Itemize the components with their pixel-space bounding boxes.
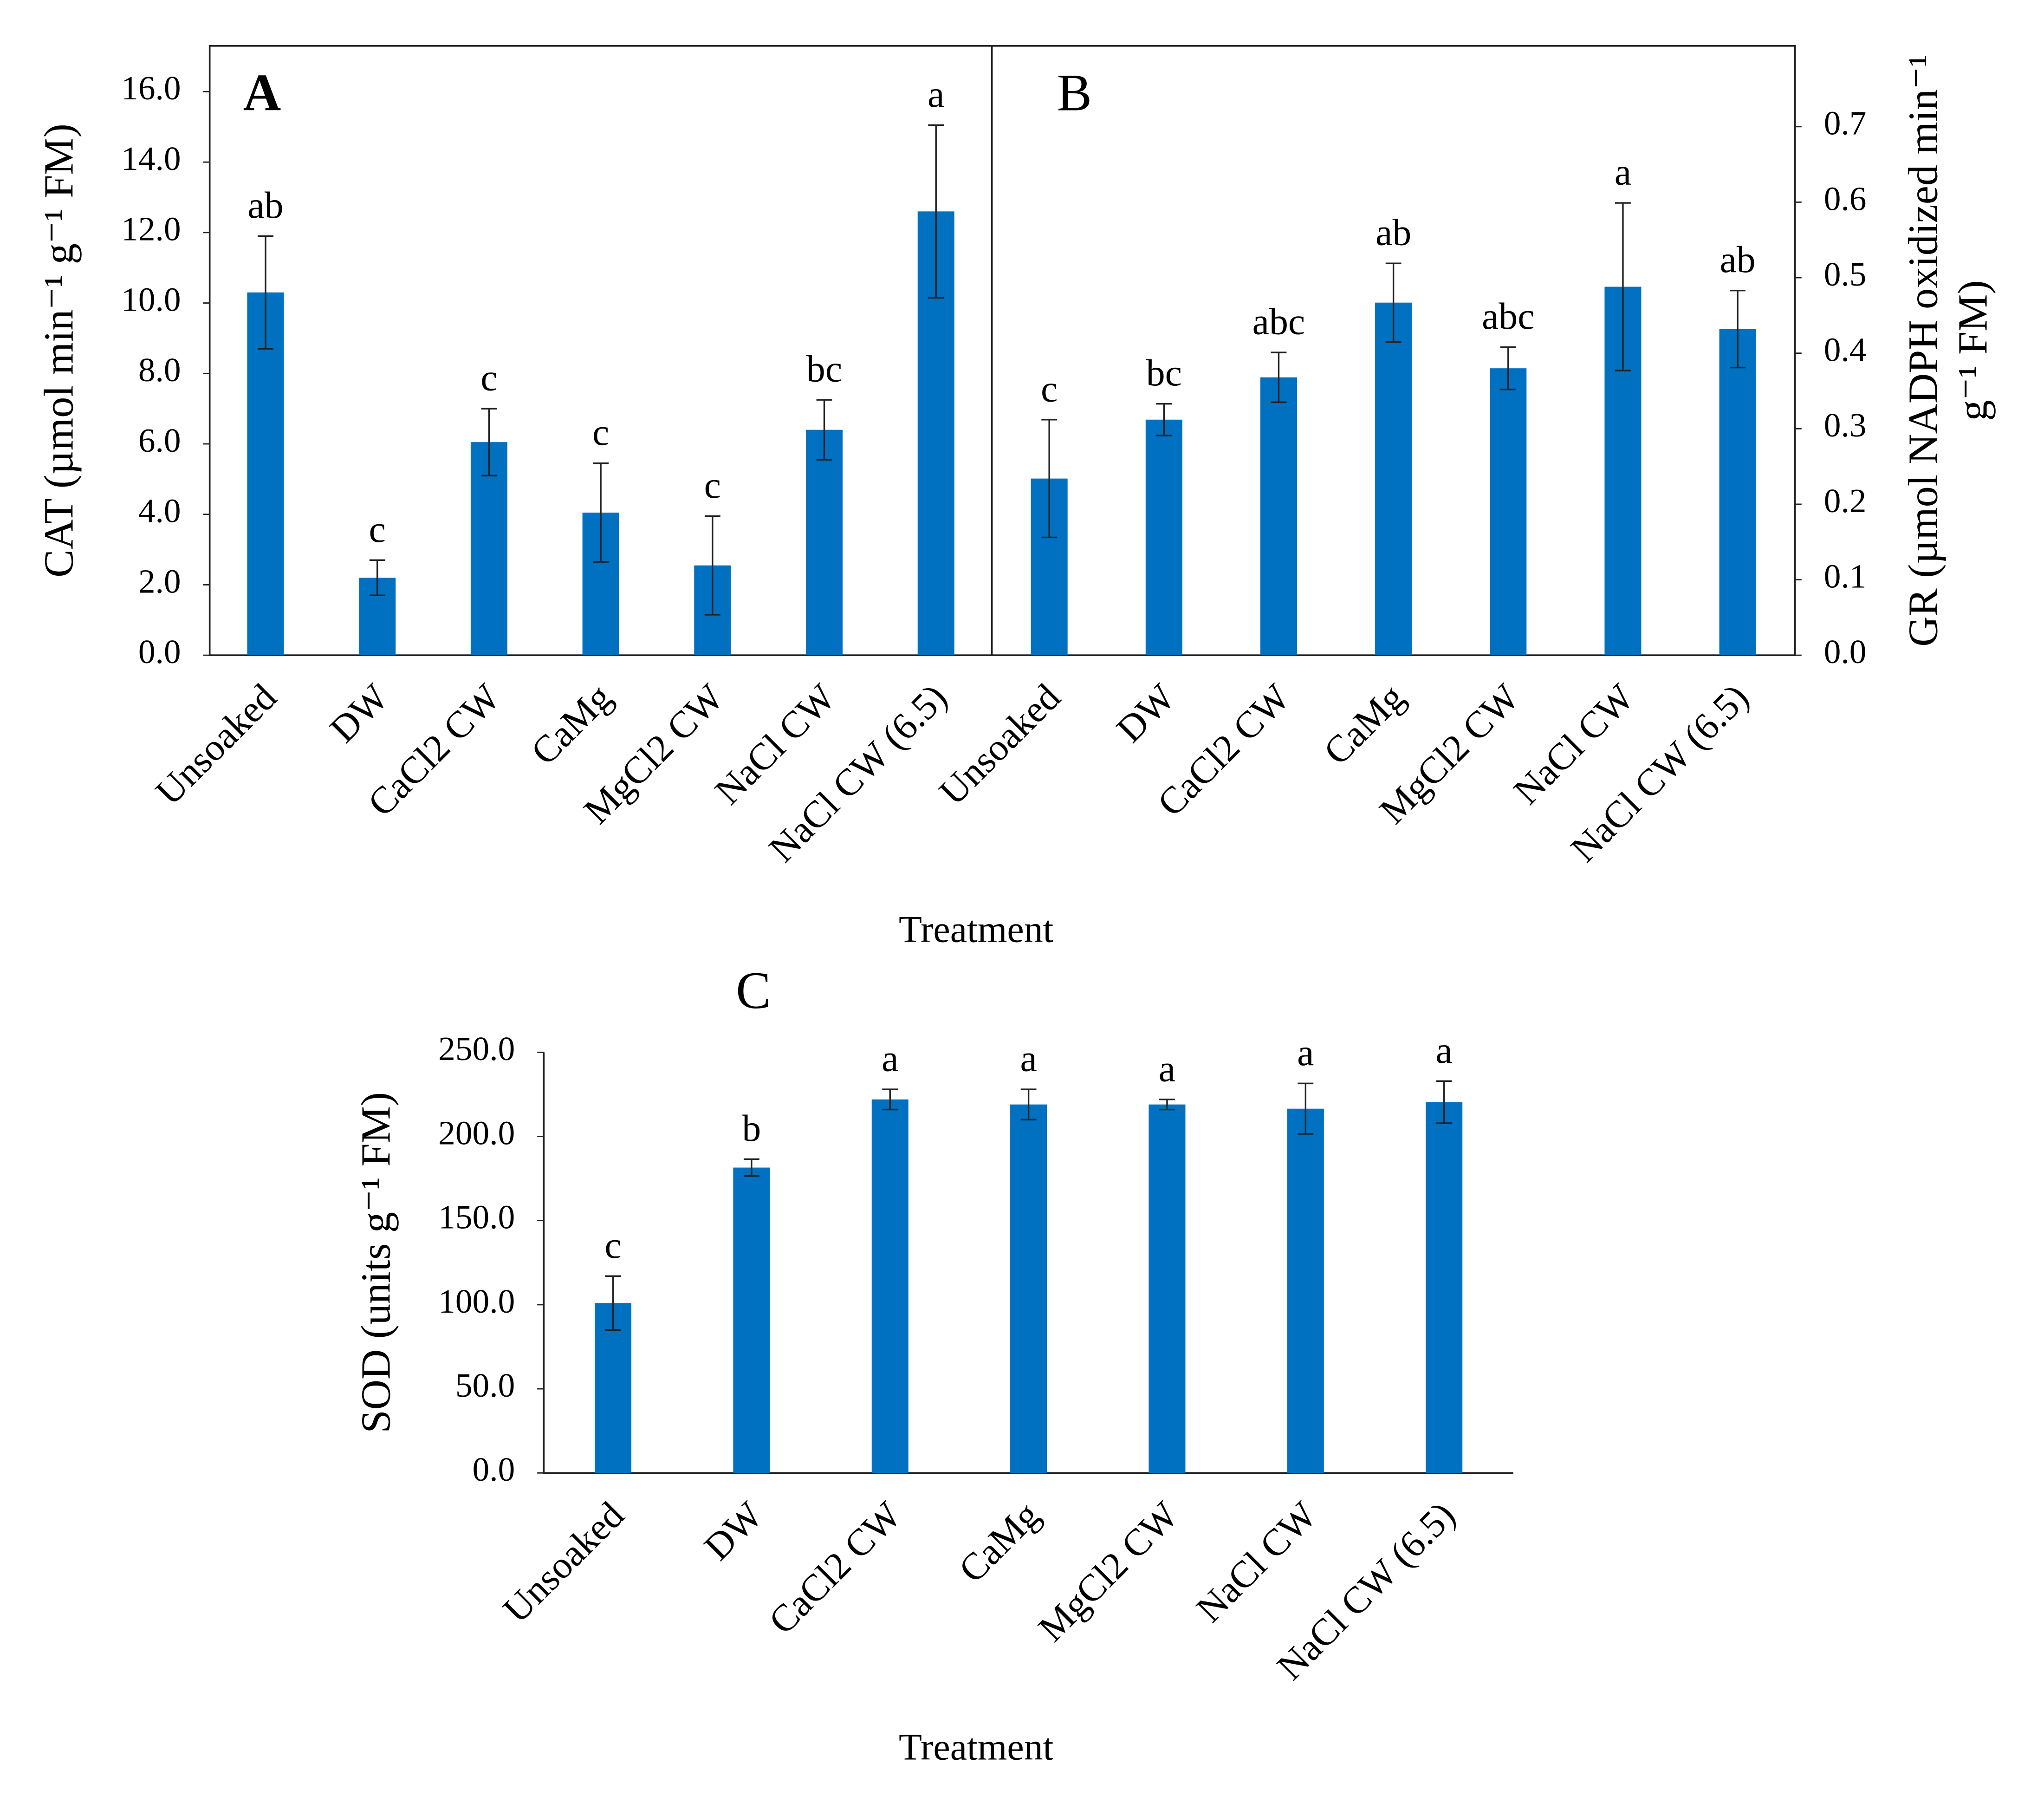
x-tick-label: MgCl2 CW: [1030, 1493, 1187, 1650]
panel-title: C: [736, 962, 771, 1020]
bar: [1426, 1102, 1463, 1473]
significance-label: bc: [806, 348, 842, 390]
panel-title: B: [1057, 64, 1092, 122]
significance-label: c: [1041, 367, 1058, 410]
y-tick-label: 14.0: [121, 140, 181, 177]
significance-label: c: [369, 508, 386, 550]
significance-label: c: [704, 464, 721, 506]
y-tick-label: 100.0: [438, 1282, 515, 1320]
axes-frame: [543, 1052, 1513, 1474]
bar: [595, 1303, 632, 1473]
panel-title: A: [243, 64, 281, 122]
y-tick-label: 150.0: [438, 1198, 515, 1236]
y-tick-label: 250.0: [438, 1030, 515, 1067]
bar: [871, 1099, 908, 1473]
significance-label: ab: [1720, 238, 1755, 280]
y-tick-label: 12.0: [121, 210, 181, 248]
x-axis-label: Treatment: [899, 1725, 1054, 1768]
significance-label: a: [1615, 151, 1631, 193]
x-tick-label: DW: [322, 676, 396, 750]
y-tick-label: 0.0: [138, 633, 181, 670]
bar: [1260, 377, 1297, 656]
x-tick-label: DW: [696, 1493, 771, 1568]
x-tick-label: DW: [1109, 676, 1183, 750]
bar: [1287, 1108, 1324, 1473]
y-tick-label: 8.0: [138, 351, 181, 389]
significance-label: ab: [247, 184, 283, 226]
y-axis-label: g⁻¹ FM): [1950, 280, 1996, 421]
y-tick-label: 200.0: [438, 1114, 515, 1152]
y-tick-label: 4.0: [138, 492, 181, 530]
y-tick-label: 16.0: [121, 69, 181, 107]
bar: [470, 442, 507, 656]
y-tick-label: 0.5: [1824, 255, 1867, 293]
x-tick-label: Unsoaked: [931, 676, 1068, 813]
y-tick-label: 0.1: [1824, 557, 1867, 595]
x-tick-label: NaCl CW: [1188, 1493, 1325, 1630]
x-tick-label: CaMg: [951, 1494, 1048, 1591]
bar: [806, 429, 843, 656]
significance-label: a: [928, 73, 944, 115]
y-tick-label: 0.2: [1824, 482, 1867, 520]
y-tick-label: 0.7: [1824, 104, 1867, 142]
x-tick-label: CaCl2 CW: [760, 1493, 909, 1642]
bar: [1149, 1104, 1186, 1473]
y-tick-label: 50.0: [455, 1367, 515, 1404]
bar: [1490, 368, 1527, 656]
y-tick-label: 0.6: [1824, 180, 1867, 217]
significance-label: c: [592, 411, 609, 453]
y-axis-label: SOD (units g⁻¹ FM): [352, 1092, 399, 1433]
panel-frame: [208, 45, 1796, 656]
y-tick-label: 10.0: [121, 280, 181, 318]
bar: [1145, 419, 1182, 656]
significance-label: abc: [1482, 295, 1535, 337]
y-tick-label: 0.0: [473, 1451, 515, 1488]
significance-label: c: [480, 357, 497, 399]
x-axis-label: Treatment: [899, 908, 1054, 950]
bar: [1375, 302, 1412, 656]
significance-label: bc: [1146, 351, 1182, 394]
significance-label: ab: [1376, 211, 1411, 254]
y-axis-label: CAT (µmol min⁻¹ g⁻¹ FM): [35, 124, 82, 577]
bar: [247, 292, 284, 656]
y-tick-label: 6.0: [138, 422, 181, 459]
significance-label: abc: [1252, 300, 1305, 343]
bar: [733, 1167, 770, 1473]
y-tick-label: 0.0: [1824, 633, 1867, 670]
significance-label: a: [1020, 1037, 1037, 1080]
bar: [1719, 329, 1756, 656]
significance-label: b: [742, 1107, 761, 1149]
significance-label: a: [1159, 1047, 1175, 1089]
bar: [1010, 1104, 1047, 1473]
y-axis-label: GR (µmol NADPH oxidized min⁻¹: [1900, 54, 1946, 647]
significance-label: a: [1436, 1029, 1453, 1071]
y-tick-label: 0.3: [1824, 406, 1867, 444]
significance-label: c: [604, 1224, 621, 1266]
significance-label: a: [1297, 1031, 1314, 1074]
x-tick-label: CaMg: [1316, 676, 1413, 773]
y-tick-label: 0.4: [1824, 331, 1867, 369]
y-tick-label: 2.0: [138, 562, 181, 600]
x-tick-label: Unsoaked: [147, 676, 285, 813]
x-tick-label: Unsoaked: [495, 1494, 632, 1631]
x-tick-label: CaMg: [523, 676, 620, 773]
significance-label: a: [882, 1037, 898, 1080]
